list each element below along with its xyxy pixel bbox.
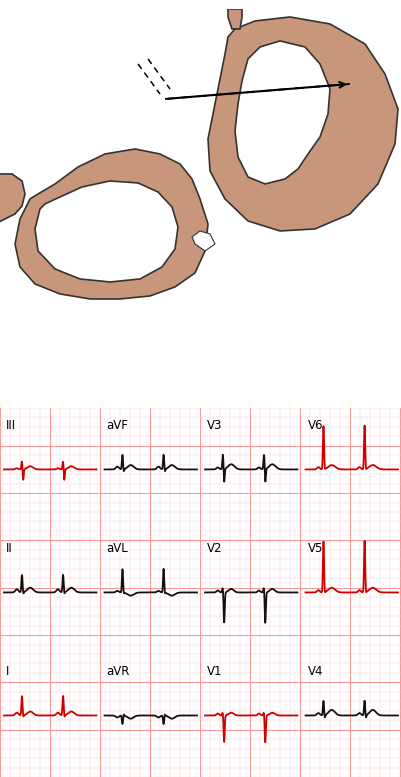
Polygon shape: [35, 181, 178, 282]
Text: V6: V6: [307, 420, 322, 432]
Text: II: II: [6, 542, 13, 556]
Polygon shape: [15, 149, 207, 299]
Text: I: I: [6, 665, 9, 678]
Polygon shape: [227, 9, 241, 29]
Polygon shape: [192, 231, 215, 251]
Polygon shape: [0, 174, 25, 224]
Text: V2: V2: [207, 542, 222, 556]
Text: V4: V4: [307, 665, 322, 678]
Text: V3: V3: [207, 420, 222, 432]
Text: aVF: aVF: [106, 420, 128, 432]
Text: III: III: [6, 420, 16, 432]
Text: V1: V1: [207, 665, 222, 678]
Text: V5: V5: [307, 542, 322, 556]
Text: aVL: aVL: [106, 542, 128, 556]
Polygon shape: [235, 41, 329, 184]
Polygon shape: [207, 17, 397, 231]
Text: aVR: aVR: [106, 665, 130, 678]
